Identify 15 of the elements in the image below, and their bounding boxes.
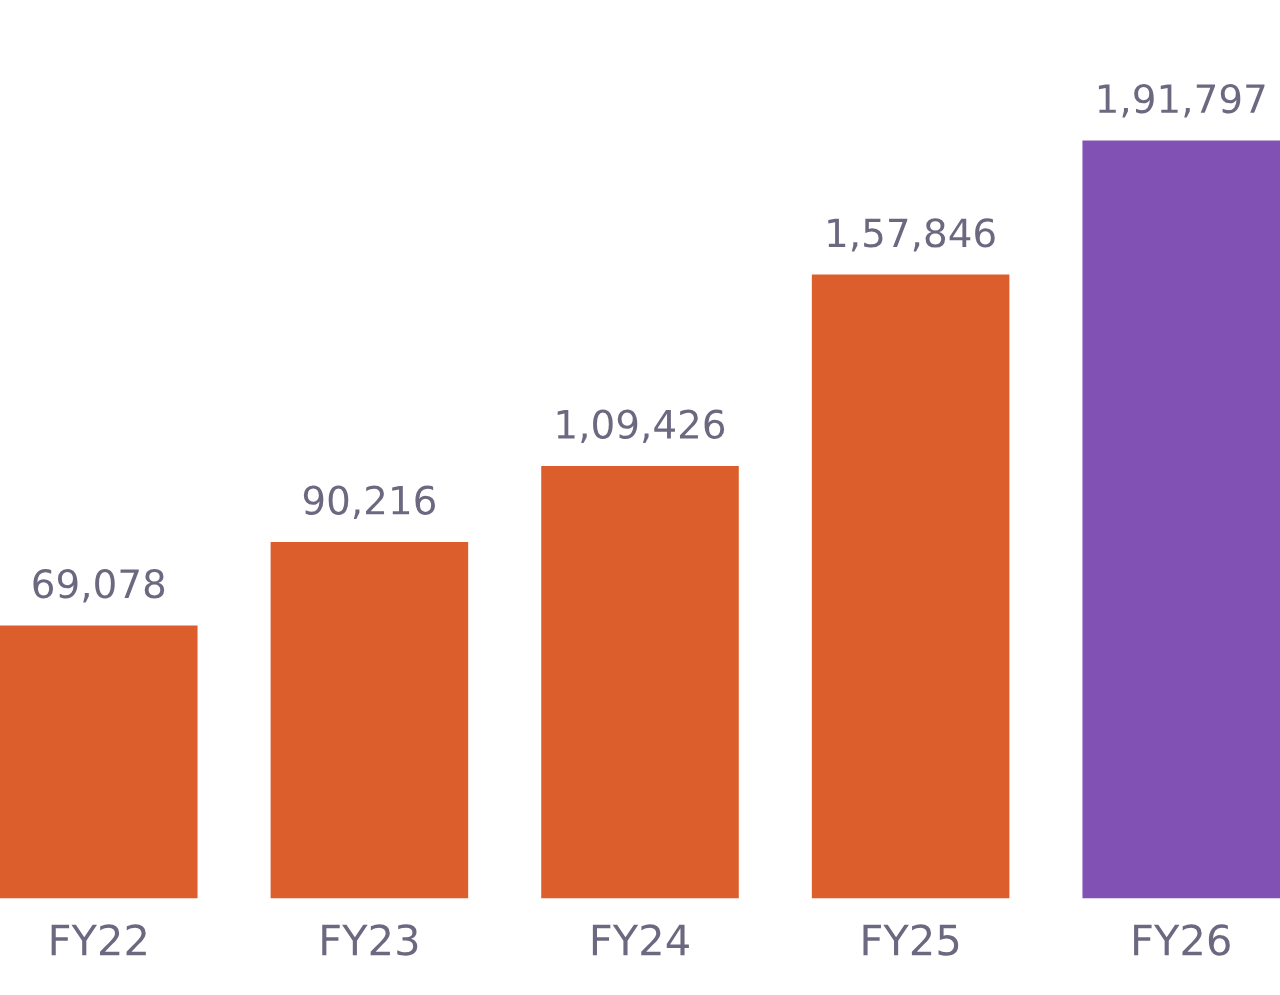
data-label: 1,09,426 — [557, 409, 725, 443]
data-label: 69,078 — [33, 569, 165, 603]
x-tick-label: FY22 — [51, 924, 146, 956]
bar — [1082, 140, 1280, 899]
x-tick-label: FY25 — [863, 924, 959, 956]
bar — [541, 465, 739, 899]
x-tick-label: FY24 — [592, 924, 689, 956]
data-label: 1,57,846 — [828, 218, 995, 252]
bar — [270, 541, 469, 899]
x-tick-label: FY26 — [1134, 924, 1230, 956]
data-label: 1,91,797 — [1098, 83, 1265, 118]
bar — [0, 625, 198, 899]
x-tick-label: FY23 — [322, 924, 418, 956]
data-label: 90,216 — [303, 485, 435, 519]
bar — [811, 274, 1010, 899]
